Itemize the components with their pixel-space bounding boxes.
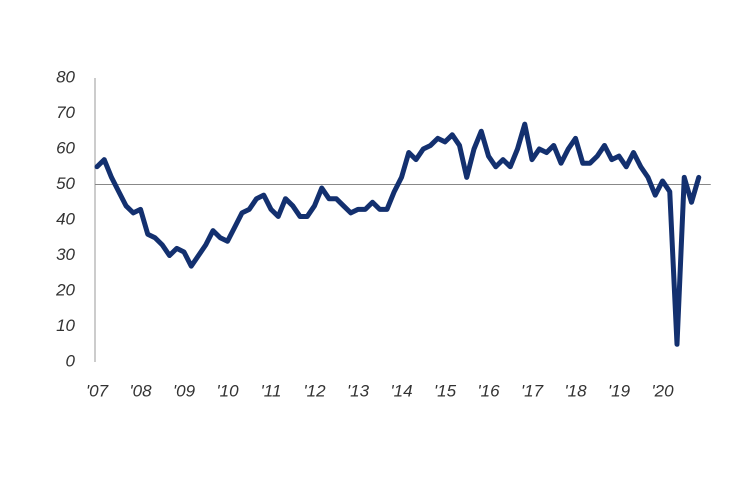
y-tick-label: 30	[56, 245, 75, 264]
x-tick-label: '07	[86, 381, 109, 400]
y-tick-label: 0	[66, 351, 76, 370]
x-tick-label: '08	[129, 381, 152, 400]
y-tick-label: 60	[56, 138, 75, 157]
x-tick-label: '20	[651, 381, 674, 400]
y-tick-label: 40	[56, 209, 75, 228]
x-tick-label: '12	[303, 381, 326, 400]
x-tick-label: '16	[477, 381, 500, 400]
y-tick-label: 50	[56, 174, 75, 193]
y-tick-label: 10	[56, 316, 75, 335]
y-tick-label: 70	[56, 103, 75, 122]
x-tick-label: '13	[347, 381, 370, 400]
data-line	[94, 121, 702, 347]
x-tick-label: '15	[434, 381, 457, 400]
x-tick-label: '10	[216, 381, 239, 400]
x-tick-label: '11	[261, 381, 282, 400]
x-tick-label: '19	[608, 381, 631, 400]
x-tick-label: '17	[521, 381, 544, 400]
x-tick-label: '14	[390, 381, 412, 400]
y-tick-label: 20	[55, 280, 75, 299]
y-tick-label: 80	[56, 67, 75, 86]
x-tick-label: '09	[173, 381, 196, 400]
x-tick-label: '18	[564, 381, 587, 400]
